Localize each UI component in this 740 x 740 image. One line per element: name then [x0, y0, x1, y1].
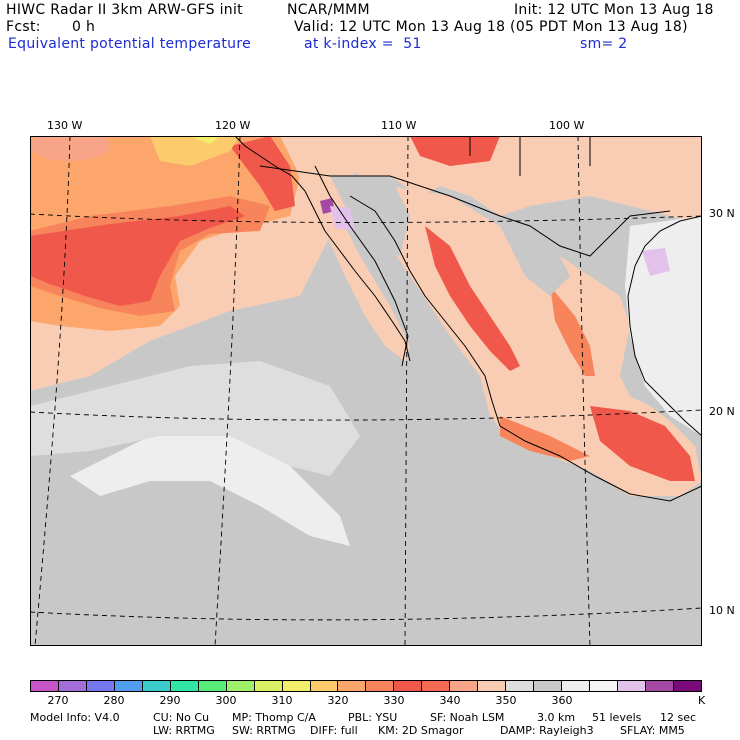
- colorbar-tick-340: 340: [439, 694, 461, 707]
- mp-scheme: MP: Thomp C/A: [232, 711, 316, 724]
- sierra-madre-oriental: [550, 286, 595, 376]
- colorbar-swatch-12: [366, 681, 395, 691]
- colorbar-tick-280: 280: [103, 694, 125, 707]
- colorbar-swatch-6: [198, 681, 227, 691]
- map-canvas: [30, 136, 702, 646]
- colorbar-tick-330: 330: [383, 694, 405, 707]
- colorbar-swatch-23: [673, 681, 701, 691]
- ocean-white-band: [70, 421, 350, 546]
- colorbar-swatch-18: [534, 681, 563, 691]
- lat-label-20n: 20 N: [709, 405, 735, 418]
- vertical-levels: 51 levels: [592, 711, 642, 724]
- colorbar: [30, 680, 702, 692]
- colorbar-ticks: 270 280 290 300 310 320 330 340 350 360: [30, 694, 702, 708]
- lon-label-110w: 110 W: [381, 119, 417, 132]
- colorbar-swatch-5: [170, 681, 199, 691]
- fcst-label: Fcst:: [6, 19, 41, 35]
- colorbar-tick-350: 350: [495, 694, 517, 707]
- damp-scheme: DAMP: Rayleigh3: [500, 724, 594, 737]
- colorbar-tick-290: 290: [159, 694, 181, 707]
- colorbar-swatch-22: [645, 681, 674, 691]
- colorbar-swatch-15: [450, 681, 479, 691]
- init-time: Init: 12 UTC Mon 13 Aug 18: [514, 2, 714, 18]
- gulf-lavender: [642, 248, 670, 276]
- colorbar-swatch-7: [226, 681, 255, 691]
- colorbar-swatch-1: [58, 681, 87, 691]
- colorbar-swatch-2: [86, 681, 115, 691]
- model-info: Model Info: V4.0: [30, 711, 120, 724]
- colorbar-tick-310: 310: [271, 694, 293, 707]
- colorbar-swatch-9: [282, 681, 311, 691]
- lat-label-30n: 30 N: [709, 207, 735, 220]
- ocean-bright-patch: [190, 136, 220, 144]
- colorbar-tick-300: 300: [215, 694, 237, 707]
- fcst-value: 0 h: [72, 19, 96, 35]
- diff-scheme: DIFF: full: [310, 724, 358, 737]
- cu-scheme: CU: No Cu: [153, 711, 210, 724]
- colorbar-swatch-3: [114, 681, 143, 691]
- sflay-scheme: SFLAY: MM5: [620, 724, 685, 737]
- colorbar-swatch-20: [590, 681, 619, 691]
- lw-scheme: LW: RRTMG: [153, 724, 215, 737]
- resolution: 3.0 km: [537, 711, 576, 724]
- plot-title: HIWC Radar II 3km ARW-GFS init: [6, 2, 243, 18]
- time-step: 12 sec: [660, 711, 697, 724]
- lon-label-120w: 120 W: [215, 119, 251, 132]
- land-warm-field: [300, 136, 702, 226]
- colorbar-swatch-16: [478, 681, 507, 691]
- gulf-gray: [625, 216, 702, 436]
- sf-scheme: SF: Noah LSM: [430, 711, 505, 724]
- km-scheme: KM: 2D Smagor: [378, 724, 464, 737]
- colorbar-swatch-17: [506, 681, 535, 691]
- colorbar-tick-320: 320: [327, 694, 349, 707]
- south-mexico-red: [590, 406, 695, 481]
- ocean-yellow-patch: [150, 136, 240, 166]
- field-name: Equivalent potential temperature: [8, 36, 251, 52]
- colorbar-unit: K: [698, 694, 706, 707]
- colorbar-swatch-0: [31, 681, 59, 691]
- pbl-scheme: PBL: YSU: [348, 711, 398, 724]
- colorbar-tick-360: 360: [551, 694, 573, 707]
- lon-label-100w: 100 W: [549, 119, 585, 132]
- map-frame: [30, 136, 702, 646]
- smooth-label: sm= 2: [580, 36, 628, 52]
- colorbar-swatch-10: [310, 681, 339, 691]
- colorbar-tick-270: 270: [47, 694, 69, 707]
- coast-red-band: [230, 136, 295, 211]
- south-coast-orange: [500, 416, 590, 461]
- land-gray-patch-2: [500, 226, 570, 296]
- graticule: [30, 136, 702, 646]
- colorbar-swatch-14: [422, 681, 451, 691]
- colorbar-swatch-21: [618, 681, 646, 691]
- level-label: at k-index = 51: [304, 36, 422, 52]
- sierra-madre-occidental: [425, 226, 520, 371]
- sw-scheme: SW: RRTMG: [232, 724, 296, 737]
- colorbar-swatch-13: [394, 681, 423, 691]
- valid-time: Valid: 12 UTC Mon 13 Aug 18 (05 PDT Mon …: [294, 19, 688, 35]
- coastlines: [234, 136, 702, 502]
- lon-label-130w: 130 W: [47, 119, 83, 132]
- theta-e-map: [30, 136, 702, 646]
- northern-red-band: [410, 136, 500, 166]
- colorbar-swatch-19: [562, 681, 591, 691]
- colorbar-swatch-8: [254, 681, 283, 691]
- colorbar-swatch-4: [142, 681, 171, 691]
- ocean-red-field: [30, 206, 245, 306]
- lat-label-10n: 10 N: [709, 604, 735, 617]
- org-label: NCAR/MMM: [287, 2, 370, 18]
- colorbar-swatch-11: [338, 681, 367, 691]
